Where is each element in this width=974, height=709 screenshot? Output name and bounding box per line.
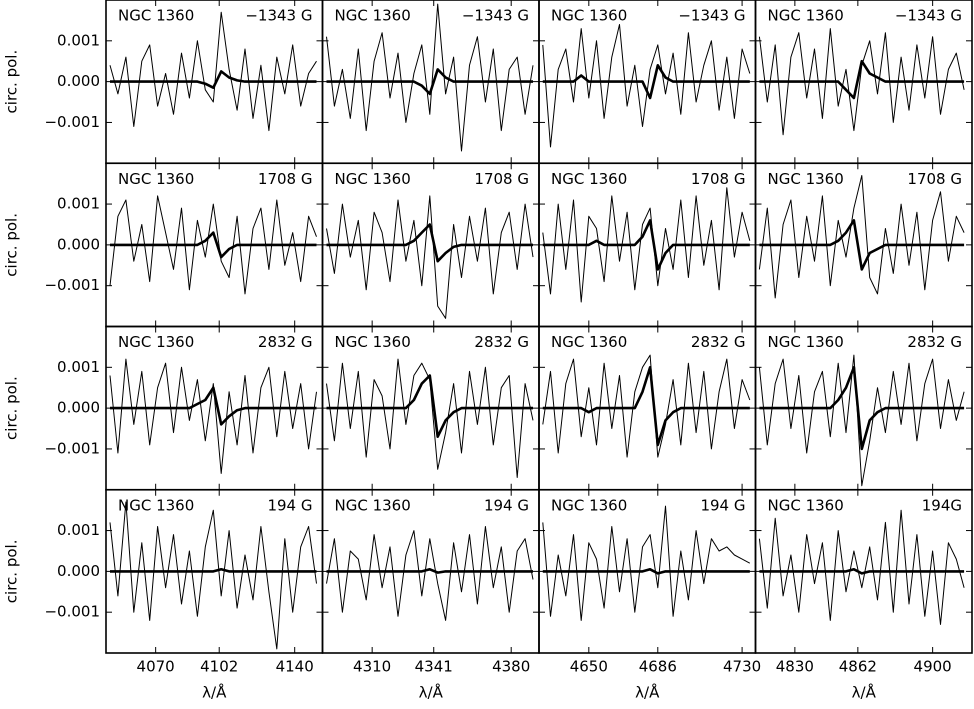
- x-axis-label: λ/Å: [419, 683, 444, 702]
- model-spectrum: [759, 59, 965, 100]
- observed-spectrum: [109, 195, 317, 295]
- y-tick-label: −0.001: [44, 113, 100, 131]
- field-label: 194 G: [484, 496, 529, 514]
- observed-spectrum: [542, 187, 751, 303]
- y-tick-label: 0.001: [57, 195, 100, 213]
- x-tick-label: 4900: [914, 658, 952, 676]
- panel-title: NGC 1360: [551, 170, 627, 188]
- model-spectrum: [759, 219, 965, 271]
- field-label: −1343 G: [678, 7, 745, 25]
- panel-title: NGC 1360: [118, 333, 194, 351]
- field-label: 194 G: [267, 496, 312, 514]
- observed-spectrum: [109, 501, 317, 650]
- y-tick-label: −0.001: [44, 603, 100, 621]
- y-axis-label: circ. pol.: [3, 540, 21, 604]
- model-spectrum: [326, 374, 533, 438]
- panel-title: NGC 1360: [335, 496, 411, 514]
- model-spectrum: [759, 366, 965, 451]
- model-spectrum: [110, 386, 317, 426]
- observed-spectrum: [542, 24, 751, 148]
- model-spectrum: [110, 231, 317, 259]
- observed-spectrum: [109, 358, 317, 474]
- field-label: 194G: [922, 496, 962, 514]
- model-spectrum: [110, 70, 317, 89]
- model-spectrum: [759, 568, 965, 575]
- model-spectrum: [542, 366, 750, 447]
- field-label: 1708 G: [258, 170, 313, 188]
- field-label: 1708 G: [474, 170, 529, 188]
- x-tick-label: 4730: [723, 658, 761, 676]
- y-tick-label: −0.001: [44, 439, 100, 457]
- field-label: 2832 G: [258, 333, 313, 351]
- x-tick-label: 4341: [415, 658, 453, 676]
- x-axis-label: λ/Å: [635, 683, 660, 702]
- field-label: −1343 G: [245, 7, 312, 25]
- y-tick-label: 0.001: [57, 31, 100, 49]
- model-spectrum: [542, 64, 750, 100]
- field-label: 2832 G: [474, 333, 529, 351]
- panel-title: NGC 1360: [335, 7, 411, 25]
- y-tick-label: 0.000: [57, 235, 100, 253]
- y-tick-label: 0.001: [57, 521, 100, 539]
- observed-spectrum: [542, 354, 751, 458]
- panel-title: NGC 1360: [118, 170, 194, 188]
- observed-spectrum: [326, 195, 534, 319]
- y-tick-label: 0.000: [57, 399, 100, 417]
- x-tick-label: 4862: [839, 658, 877, 676]
- model-spectrum: [326, 568, 533, 574]
- panel-title: NGC 1360: [335, 333, 411, 351]
- x-tick-label: 4830: [776, 658, 814, 676]
- x-tick-label: 4380: [492, 658, 530, 676]
- y-tick-label: −0.001: [44, 276, 100, 294]
- field-label: 1708 G: [691, 170, 746, 188]
- panel-title: NGC 1360: [768, 496, 844, 514]
- panel-title: NGC 1360: [768, 170, 844, 188]
- x-tick-label: 4686: [639, 658, 677, 676]
- observed-spectrum: [758, 354, 965, 487]
- model-spectrum: [542, 568, 750, 575]
- x-tick-label: 4310: [353, 658, 391, 676]
- model-spectrum: [326, 223, 533, 263]
- field-label: 1708 G: [907, 170, 962, 188]
- observed-spectrum: [109, 11, 317, 132]
- field-label: 194 G: [700, 496, 745, 514]
- panel-title: NGC 1360: [768, 7, 844, 25]
- x-axis-label: λ/Å: [202, 683, 227, 702]
- y-axis-label: circ. pol.: [3, 376, 21, 440]
- x-tick-label: 4070: [137, 658, 175, 676]
- panel-title: NGC 1360: [768, 333, 844, 351]
- model-spectrum: [542, 219, 750, 271]
- model-spectrum: [110, 568, 317, 573]
- panel-title: NGC 1360: [335, 170, 411, 188]
- model-spectrum: [326, 68, 533, 96]
- panel-title: NGC 1360: [551, 496, 627, 514]
- panel-title: NGC 1360: [551, 7, 627, 25]
- y-axis-label: circ. pol.: [3, 213, 21, 277]
- observed-spectrum: [758, 175, 965, 299]
- observed-spectrum: [758, 509, 965, 625]
- field-label: 2832 G: [907, 333, 962, 351]
- panel-title: NGC 1360: [551, 333, 627, 351]
- x-tick-label: 4650: [570, 658, 608, 676]
- y-axis-label: circ. pol.: [3, 50, 21, 114]
- x-tick-label: 4102: [200, 658, 238, 676]
- x-tick-label: 4140: [276, 658, 314, 676]
- panel-title: NGC 1360: [118, 496, 194, 514]
- observed-spectrum: [542, 505, 751, 621]
- y-tick-label: 0.000: [57, 72, 100, 90]
- observed-spectrum: [326, 526, 534, 621]
- y-tick-label: 0.001: [57, 358, 100, 376]
- panel-title: NGC 1360: [118, 7, 194, 25]
- y-tick-label: 0.000: [57, 562, 100, 580]
- field-label: 2832 G: [691, 333, 746, 351]
- field-label: −1343 G: [895, 7, 962, 25]
- x-axis-label: λ/Å: [852, 683, 877, 702]
- observed-spectrum: [326, 3, 534, 152]
- field-label: −1343 G: [462, 7, 529, 25]
